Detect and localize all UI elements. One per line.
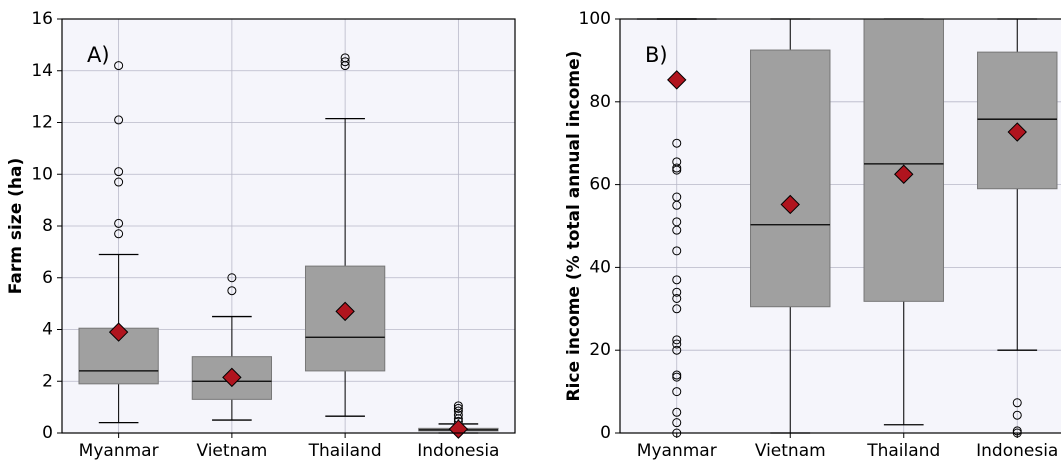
y-tick-label: 80 — [589, 92, 611, 112]
outlier — [340, 53, 350, 63]
outlier — [453, 406, 463, 416]
outlier — [672, 387, 682, 397]
x-tick-label: Thailand — [866, 441, 940, 461]
outlier — [672, 339, 682, 349]
outlier — [114, 229, 124, 239]
box — [750, 49, 831, 308]
y-tick-label: 4 — [42, 320, 53, 340]
y-tick-label: 16 — [31, 9, 53, 29]
outlier — [672, 418, 682, 428]
y-tick-label: 20 — [589, 340, 611, 360]
y-tick-label: 8 — [42, 216, 53, 236]
outlier — [672, 293, 682, 303]
y-tick-label: 14 — [31, 61, 53, 81]
outlier — [227, 273, 237, 283]
x-tick-label: Myanmar — [79, 441, 159, 461]
panel-label: A) — [87, 43, 110, 67]
box — [78, 327, 159, 385]
plot-frame — [61, 18, 516, 434]
y-tick-label: 10 — [31, 164, 53, 184]
outlier — [672, 157, 682, 167]
mean-marker — [222, 367, 242, 388]
outlier — [672, 246, 682, 256]
outlier — [672, 287, 682, 297]
x-tick-label: Indonesia — [417, 441, 499, 461]
outlier — [672, 192, 682, 202]
mean-marker — [335, 301, 355, 322]
outlier — [227, 286, 237, 296]
mean-marker — [1007, 122, 1027, 142]
mean-marker — [667, 70, 687, 90]
outlier — [1012, 426, 1022, 436]
outlier — [672, 163, 682, 173]
x-tick-label: Thailand — [308, 441, 382, 461]
x-tick-label: Vietnam — [755, 441, 826, 461]
y-tick-label: 0 — [42, 423, 53, 443]
outlier — [114, 61, 124, 71]
outlier — [672, 345, 682, 355]
mean-marker — [894, 164, 914, 184]
outlier — [114, 177, 124, 187]
outlier — [453, 401, 463, 411]
plot-frame — [619, 18, 1061, 434]
outlier — [114, 167, 124, 177]
y-tick-label: 2 — [42, 371, 53, 391]
box — [977, 51, 1058, 190]
y-tick-label: 6 — [42, 268, 53, 288]
outlier — [453, 403, 463, 413]
y-tick-label: 40 — [589, 257, 611, 277]
mean-marker — [448, 419, 469, 439]
box — [863, 18, 944, 302]
outlier — [340, 57, 350, 67]
outlier — [114, 218, 124, 228]
outlier — [672, 407, 682, 417]
panel-label: B) — [645, 43, 668, 67]
x-tick-label: Vietnam — [196, 441, 267, 461]
outlier — [453, 410, 463, 420]
outlier — [1012, 398, 1022, 408]
outlier — [672, 372, 682, 382]
y-tick-label: 0 — [600, 423, 611, 443]
y-tick-label: 100 — [579, 9, 611, 29]
y-tick-label: 12 — [31, 113, 53, 133]
outlier — [672, 370, 682, 380]
outlier — [672, 304, 682, 314]
y-axis-label: Farm size (ha) — [6, 158, 26, 295]
outlier — [672, 138, 682, 148]
x-tick-label: Indonesia — [976, 441, 1058, 461]
outlier — [672, 275, 682, 285]
outlier — [672, 335, 682, 345]
x-tick-label: Myanmar — [637, 441, 717, 461]
outlier — [114, 115, 124, 125]
outlier — [1012, 410, 1022, 420]
y-tick-label: 60 — [589, 175, 611, 195]
mean-marker — [108, 322, 129, 342]
outlier — [672, 217, 682, 227]
y-axis-label: Rice income (% total annual income) — [564, 51, 584, 402]
mean-marker — [780, 194, 800, 215]
